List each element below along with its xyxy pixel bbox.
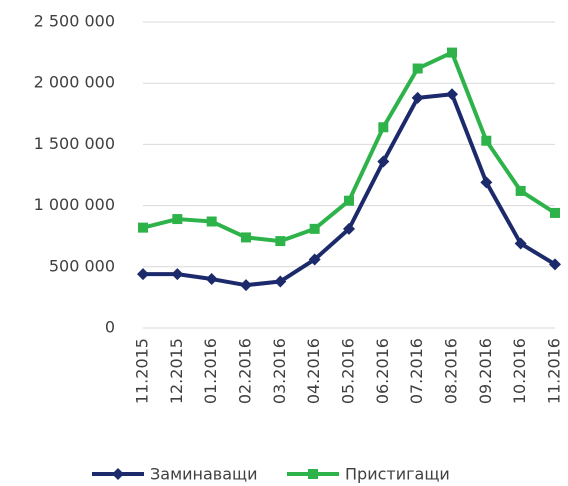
point-marker <box>205 273 218 286</box>
series-line <box>143 92 557 288</box>
y-tick-label: 500 000 <box>49 256 115 275</box>
y-tick-label: 2 500 000 <box>34 12 115 31</box>
legend-marker <box>308 469 318 479</box>
point-marker <box>377 155 390 168</box>
x-tick-label: 10.2016 <box>510 338 529 404</box>
point-marker <box>549 258 561 271</box>
point-marker <box>480 176 493 189</box>
x-tick-label: 04.2016 <box>304 338 323 404</box>
x-tick-label: 05.2016 <box>339 338 358 404</box>
y-tick-label: 1 000 000 <box>34 195 115 214</box>
x-tick-label: 11.2015 <box>133 338 152 404</box>
y-tick-label: 1 500 000 <box>34 134 115 153</box>
x-tick-label: 06.2016 <box>373 338 392 404</box>
point-marker <box>446 88 458 101</box>
point-marker <box>343 222 355 235</box>
legend-label: Заминаващи <box>150 465 258 484</box>
x-tick-label: 02.2016 <box>236 338 255 404</box>
x-tick-label: 12.2015 <box>167 338 186 404</box>
point-marker <box>412 63 423 74</box>
point-marker <box>514 237 527 250</box>
point-marker <box>308 253 321 266</box>
point-marker <box>241 232 251 243</box>
point-marker <box>274 275 287 288</box>
series-line <box>142 50 557 244</box>
y-tick-label: 0 <box>105 318 115 337</box>
point-marker <box>309 223 320 234</box>
point-marker <box>171 268 184 281</box>
point-marker <box>206 216 217 227</box>
point-marker <box>137 268 149 281</box>
point-marker <box>240 279 252 292</box>
x-tick-label: 03.2016 <box>270 338 289 404</box>
x-tick-label: 11.2016 <box>545 338 564 404</box>
point-marker <box>344 195 354 206</box>
point-marker <box>411 91 424 104</box>
legend-label: Пристигащи <box>345 465 450 484</box>
x-tick-label: 07.2016 <box>407 338 426 404</box>
point-marker <box>481 135 492 146</box>
y-tick-label: 2 000 000 <box>34 73 115 92</box>
point-marker <box>378 122 389 133</box>
x-tick-label: 08.2016 <box>442 338 461 404</box>
point-marker <box>447 47 457 58</box>
x-tick-label: 09.2016 <box>476 338 495 404</box>
x-tick-label: 01.2016 <box>201 338 220 404</box>
legend-marker <box>112 468 124 480</box>
point-marker <box>138 222 148 233</box>
point-marker <box>515 185 526 196</box>
point-marker <box>275 236 286 247</box>
point-marker <box>172 214 183 225</box>
point-marker <box>550 207 560 218</box>
